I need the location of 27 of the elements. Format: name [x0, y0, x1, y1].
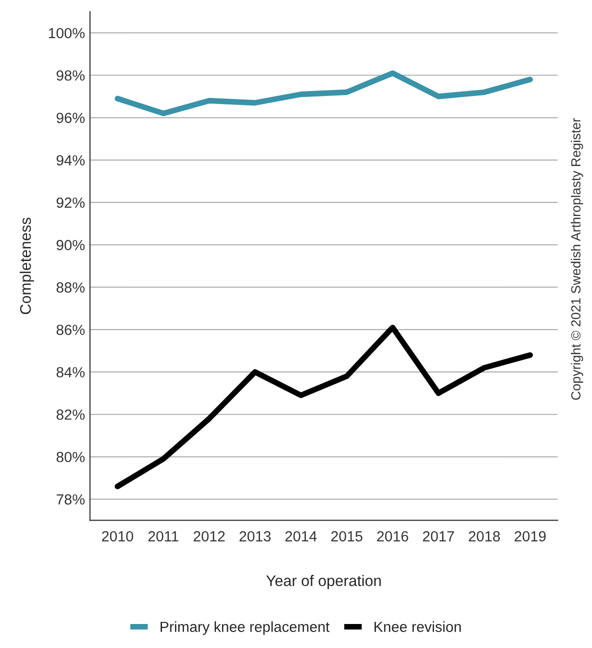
- y-tick-label: 78%: [56, 494, 85, 505]
- legend-label: Primary knee replacement: [160, 621, 330, 635]
- x-tick-label: 2015: [331, 531, 362, 542]
- y-tick-label: 84%: [56, 367, 85, 378]
- y-tick-label: 92%: [56, 198, 85, 208]
- y-tick-label: 90%: [56, 240, 85, 250]
- y-tick-label: 96%: [56, 112, 85, 124]
- x-tick-label: 2010: [102, 531, 134, 542]
- y-tick-label: 94%: [56, 155, 85, 166]
- y-tick-label: 80%: [56, 452, 85, 462]
- y-axis-title: Completeness: [20, 218, 34, 314]
- y-tick-label: 98%: [56, 70, 85, 81]
- x-tick-label: 2017: [422, 531, 454, 542]
- x-tick-label: 2016: [377, 531, 408, 542]
- x-tick-label: 2014: [285, 531, 317, 542]
- text: Copyright © 2021 Swedish Arthroplasty Register: [570, 118, 584, 400]
- y-tick-label: 82%: [56, 409, 85, 420]
- x-tick-label: 2012: [194, 531, 225, 542]
- legend-label: Knee revision: [374, 621, 461, 632]
- x-tick-label: 2011: [148, 531, 178, 542]
- x-tick-label: 2013: [240, 531, 271, 542]
- y-tick-label: 86%: [56, 324, 85, 336]
- x-tick-label: 2019: [514, 531, 546, 542]
- y-tick-label: 100%: [48, 28, 85, 38]
- y-tick-label: 88%: [56, 282, 85, 293]
- x-axis-title: Year of operation: [266, 574, 381, 590]
- x-tick-label: 2018: [468, 531, 500, 542]
